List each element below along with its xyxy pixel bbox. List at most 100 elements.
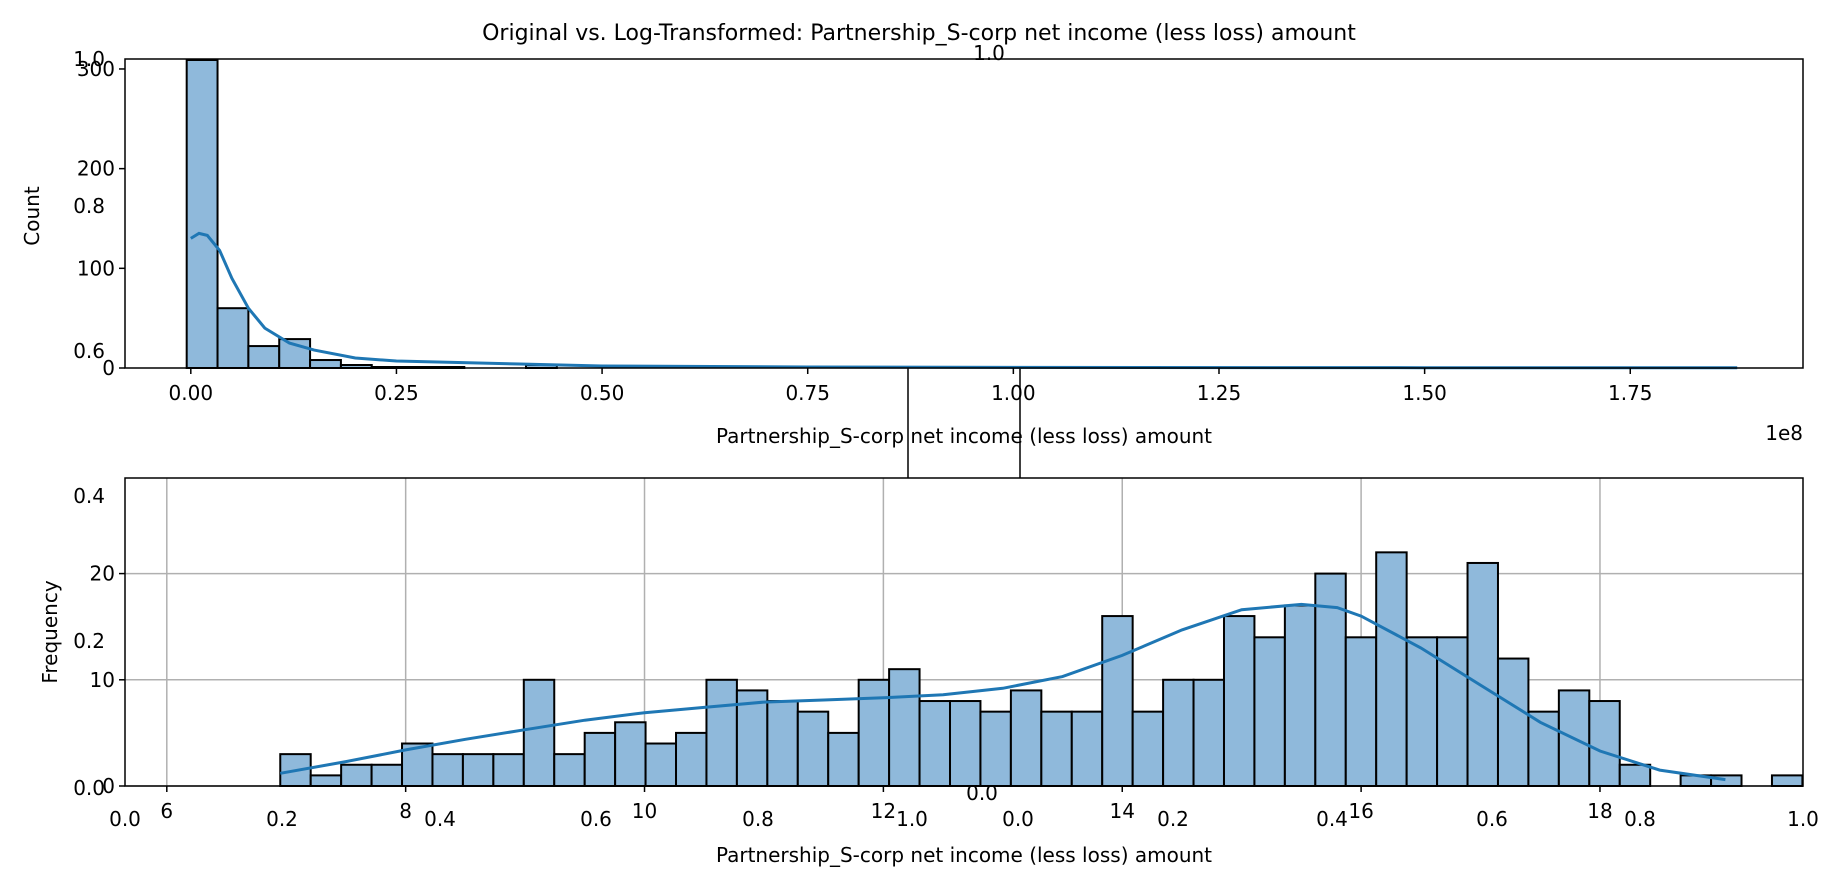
histogram-bar: [309, 774, 343, 788]
overlay-xtick-label: 0.6: [580, 807, 612, 831]
original-x-offset-label: 1e8: [1765, 421, 1803, 445]
overlay-ytick-label: 0.0: [73, 776, 105, 800]
histogram-bar: [1009, 689, 1043, 788]
histogram-bar: [1466, 561, 1499, 787]
x-tick-label: 16: [1348, 799, 1373, 823]
original-x-axis-label: Partnership_S-corp net income (less loss…: [716, 424, 1212, 448]
histogram-bar: [979, 710, 1012, 787]
histogram-bar: [340, 763, 373, 787]
x-tick-label: 12: [871, 799, 896, 823]
histogram-bar: [216, 307, 250, 369]
log-x-axis-label: Partnership_S-corp net income (less loss…: [716, 843, 1212, 867]
histogram-bar: [827, 731, 860, 787]
log-y-ticks: 0 10 20: [90, 562, 125, 798]
overlay-xtick-label: 0.4: [424, 807, 456, 831]
histogram-bar: [522, 678, 556, 787]
overlay-ytick-label: 0.6: [73, 339, 105, 363]
histogram-bar: [1070, 710, 1104, 787]
histogram-bar: [492, 753, 525, 788]
y-tick-label: 0: [102, 356, 115, 380]
histogram-bar: [461, 753, 495, 788]
original-kde-line: [190, 231, 1738, 370]
histogram-bar: [1618, 763, 1652, 787]
overlay-ytick-label: 0.4: [73, 484, 105, 508]
x-tick-label: 0.00: [169, 381, 214, 405]
overlay-xtick-label: 0.4: [1316, 807, 1348, 831]
x-tick-label: 1.00: [991, 381, 1036, 405]
overlay-xtick-label: 0.8: [1624, 807, 1656, 831]
y-tick-label: 20: [90, 562, 115, 586]
histogram-bar: [949, 700, 982, 787]
histogram-bar: [1192, 678, 1225, 787]
histogram-bar: [766, 700, 799, 787]
overlay-xtick-label: 1.0: [1787, 807, 1819, 831]
histogram-bar: [1040, 710, 1073, 787]
log-axes-frame: [124, 477, 1804, 787]
histogram-bar: [553, 753, 586, 788]
overlay-xtick-label: 0.2: [266, 807, 298, 831]
histogram-bar: [857, 678, 891, 787]
original-histogram-bars: [185, 58, 558, 370]
histogram-bar: [1770, 774, 1804, 788]
log-x-ticks: 6 8 10 12 14 16 18: [160, 786, 1613, 823]
x-tick-label: 6: [160, 799, 173, 823]
log-histogram-bars: [279, 551, 1804, 788]
overlay-xtick-label: 0.2: [1157, 807, 1189, 831]
overlay-xtick-label: 0.0: [1002, 807, 1034, 831]
histogram-bar: [1131, 710, 1165, 787]
histogram-bar: [614, 721, 647, 788]
histogram-bar: [1101, 615, 1134, 787]
original-y-ticks: 0 100 200 300: [77, 57, 125, 380]
overlay-top-label: 1.0: [973, 41, 1005, 65]
x-tick-label: 10: [632, 799, 657, 823]
overlay-ytick-label: 0.8: [73, 194, 105, 218]
x-tick-label: 14: [1110, 799, 1135, 823]
histogram-bar: [705, 678, 738, 787]
histogram-bar: [918, 700, 952, 787]
overlay-xtick-label: 0.8: [742, 807, 774, 831]
histogram-bar: [796, 710, 830, 787]
x-tick-label: 0.50: [580, 381, 625, 405]
y-tick-label: 300: [77, 57, 115, 81]
histogram-bar: [1162, 678, 1195, 787]
histogram-bar: [1496, 657, 1530, 787]
original-axes-frame: [124, 58, 1804, 369]
overlay-labels: 1.0 1.0 0.8 0.6 0.4 0.2 0.0 0.0 0.2 0.4 …: [73, 41, 1819, 831]
histogram-bar: [1283, 604, 1317, 788]
histogram-bar: [888, 668, 921, 788]
x-tick-label: 0.25: [374, 381, 419, 405]
y-tick-label: 200: [77, 157, 115, 181]
overlay-xtick-label: 1.0: [896, 807, 928, 831]
histogram-bar: [583, 731, 617, 787]
x-tick-label: 0.75: [785, 381, 830, 405]
histogram-bar: [185, 58, 219, 370]
x-tick-label: 1.25: [1197, 381, 1242, 405]
y-tick-label: 100: [77, 256, 115, 280]
overlay-ytick-label: 1.0: [73, 47, 105, 71]
histogram-bar: [1253, 636, 1286, 788]
y-tick-label: 0: [102, 774, 115, 798]
histogram-bar: [1222, 615, 1256, 787]
histogram-bar: [431, 753, 464, 788]
overlay-xtick-label: 0.0: [109, 807, 141, 831]
original-y-axis-label: Count: [20, 186, 44, 246]
x-tick-label: 1.75: [1608, 381, 1653, 405]
y-tick-label: 10: [90, 668, 115, 692]
log-kde-line: [280, 602, 1726, 782]
histogram-bar: [644, 742, 678, 787]
histogram-bar: [1588, 700, 1621, 787]
x-tick-label: 1.50: [1402, 381, 1447, 405]
histogram-bar: [247, 345, 281, 369]
x-tick-label: 8: [399, 799, 412, 823]
overlay-ytick-label: 0.2: [73, 629, 105, 653]
histogram-bar: [675, 731, 708, 787]
histogram-bar: [370, 763, 404, 787]
histogram-bar: [309, 359, 342, 370]
log-y-axis-label: Frequency: [38, 580, 62, 683]
log-histogram-panel: 6 8 10 12 14 16 18 0 10 20 Partnership_S-corp ne…: [38, 477, 1804, 867]
original-histogram-panel: 0.00 0.25 0.50 0.75 1.00 1.25 1.50 1.75 0 100 200…: [20, 57, 1804, 448]
figure-title: Original vs. Log-Transformed: Partnershi…: [482, 21, 1356, 46]
overlay-xtick-label: 0.6: [1476, 807, 1508, 831]
histogram-bar: [1405, 636, 1439, 788]
